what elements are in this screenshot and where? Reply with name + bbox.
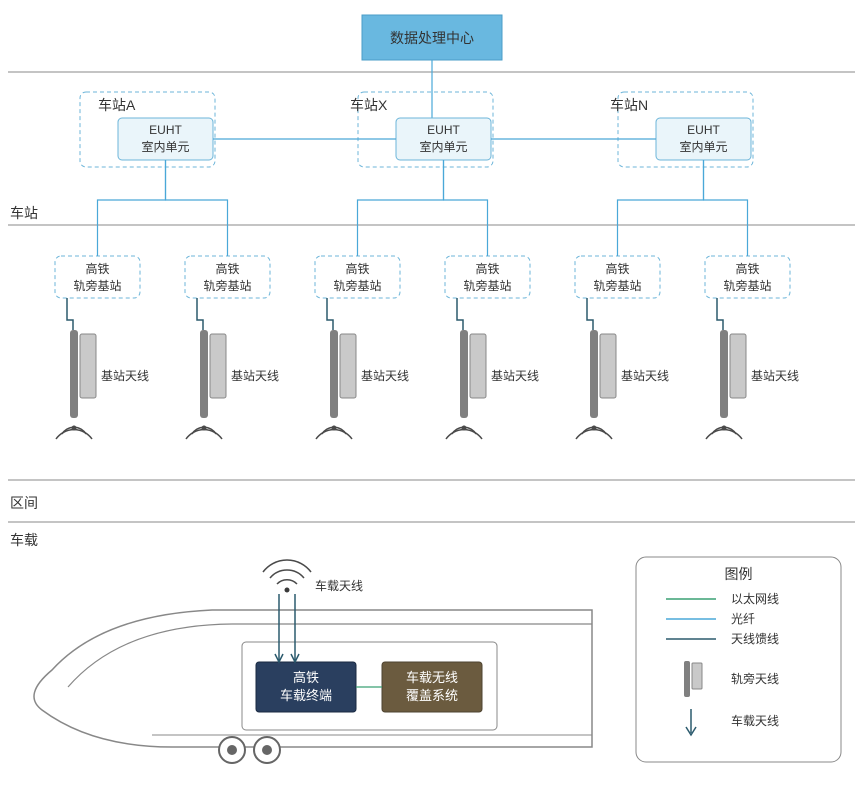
wifi-arc2-3	[446, 430, 482, 439]
feeder-2	[327, 298, 333, 330]
onboard-wifi-1	[277, 580, 297, 584]
legend-label-3: 轨旁天线	[731, 671, 779, 686]
antenna-label-2: 基站天线	[361, 369, 409, 383]
antenna-panel-3	[470, 334, 486, 398]
train-coverage-l1: 车载无线	[406, 670, 458, 685]
legend-antenna-pole	[684, 661, 690, 697]
antenna-panel-1	[210, 334, 226, 398]
wifi-arc2-4	[576, 430, 612, 439]
euht-l1-N: EUHT	[687, 123, 720, 137]
train-wheel-hub-0	[227, 745, 237, 755]
station-title-N: 车站N	[610, 97, 648, 113]
bs-l2-0: 轨旁基站	[73, 278, 121, 293]
antenna-pole-4	[590, 330, 598, 418]
legend-label-1: 光纤	[731, 612, 755, 626]
antenna-pole-2	[330, 330, 338, 418]
bs-l2-3: 轨旁基站	[463, 278, 511, 293]
antenna-label-0: 基站天线	[101, 369, 149, 383]
tier-label-station: 车站	[10, 205, 38, 221]
onboard-wifi-dot	[285, 588, 290, 593]
bs-l1-5: 高铁	[735, 261, 759, 276]
antenna-panel-2	[340, 334, 356, 398]
bs-l2-1: 轨旁基站	[203, 278, 251, 293]
station-title-X: 车站X	[350, 97, 388, 113]
train-terminal-l2: 车载终端	[280, 688, 332, 703]
feeder-5	[717, 298, 723, 330]
wifi-arc2-1	[186, 430, 222, 439]
antenna-label-5: 基站天线	[751, 369, 799, 383]
tier-label-section: 区间	[10, 495, 38, 511]
fiber-euht-bs-4	[618, 160, 704, 256]
antenna-panel-5	[730, 334, 746, 398]
antenna-panel-4	[600, 334, 616, 398]
antenna-label-3: 基站天线	[491, 369, 539, 383]
train-terminal-l1: 高铁	[293, 670, 319, 685]
wifi-arc2-5	[706, 430, 742, 439]
wifi-arc2-2	[316, 430, 352, 439]
legend-box	[636, 557, 841, 762]
train-coverage-l2: 覆盖系统	[406, 688, 458, 703]
legend-label-2: 天线馈线	[731, 632, 779, 646]
legend-label-0: 以太网线	[731, 591, 779, 606]
tier-label-onboard: 车载	[10, 532, 38, 548]
feeder-0	[67, 298, 73, 330]
antenna-label-1: 基站天线	[231, 369, 279, 383]
antenna-pole-1	[200, 330, 208, 418]
euht-l2-A: 室内单元	[141, 139, 189, 154]
euht-l2-X: 室内单元	[419, 139, 467, 154]
antenna-pole-5	[720, 330, 728, 418]
legend-label-4: 车载天线	[731, 713, 779, 728]
bs-l2-4: 轨旁基站	[593, 278, 641, 293]
antenna-pole-3	[460, 330, 468, 418]
onboard-antenna-label: 车载天线	[315, 578, 363, 593]
feeder-3	[457, 298, 463, 330]
feeder-4	[587, 298, 593, 330]
fiber-euht-bs-0	[98, 160, 166, 256]
train-wheel-hub-1	[262, 745, 272, 755]
bs-l2-5: 轨旁基站	[723, 278, 771, 293]
feeder-1	[197, 298, 203, 330]
fiber-euht-bs-2	[358, 160, 444, 256]
euht-network-diagram: 数据处理中心车站区间车载 车站A EUHT 室内单元 车站X EUHT 室内单元 车站N EUH…	[0, 0, 863, 791]
bs-l1-4: 高铁	[605, 261, 629, 276]
antenna-panel-0	[80, 334, 96, 398]
fiber-euht-bs-3	[444, 160, 488, 256]
station-title-A: 车站A	[98, 97, 136, 113]
euht-l1-X: EUHT	[427, 123, 460, 137]
euht-l2-N: 室内单元	[679, 139, 727, 154]
bs-l1-2: 高铁	[345, 261, 369, 276]
legend-antenna-panel	[692, 663, 702, 689]
wifi-arc2-0	[56, 430, 92, 439]
antenna-pole-0	[70, 330, 78, 418]
onboard-wifi-2	[270, 570, 304, 578]
euht-l1-A: EUHT	[149, 123, 182, 137]
bs-l1-1: 高铁	[215, 261, 239, 276]
data-center-label: 数据处理中心	[390, 30, 474, 46]
antenna-label-4: 基站天线	[621, 369, 669, 383]
bs-l2-2: 轨旁基站	[333, 278, 381, 293]
legend-title: 图例	[725, 566, 753, 582]
bs-l1-0: 高铁	[85, 261, 109, 276]
fiber-euht-bs-5	[704, 160, 748, 256]
bs-l1-3: 高铁	[475, 261, 499, 276]
fiber-euht-bs-1	[166, 160, 228, 256]
